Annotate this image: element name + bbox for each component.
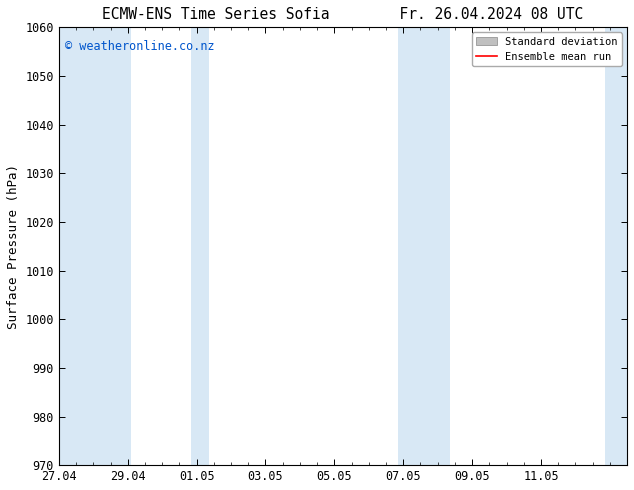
Bar	[191, 27, 209, 465]
Text: © weatheronline.co.nz: © weatheronline.co.nz	[65, 40, 214, 53]
Bar	[605, 27, 627, 465]
Bar	[59, 27, 131, 465]
Legend: Standard deviation, Ensemble mean run: Standard deviation, Ensemble mean run	[472, 32, 622, 66]
Bar	[398, 27, 450, 465]
Title: ECMW-ENS Time Series Sofia        Fr. 26.04.2024 08 UTC: ECMW-ENS Time Series Sofia Fr. 26.04.202…	[102, 7, 583, 22]
Y-axis label: Surface Pressure (hPa): Surface Pressure (hPa)	[7, 164, 20, 329]
